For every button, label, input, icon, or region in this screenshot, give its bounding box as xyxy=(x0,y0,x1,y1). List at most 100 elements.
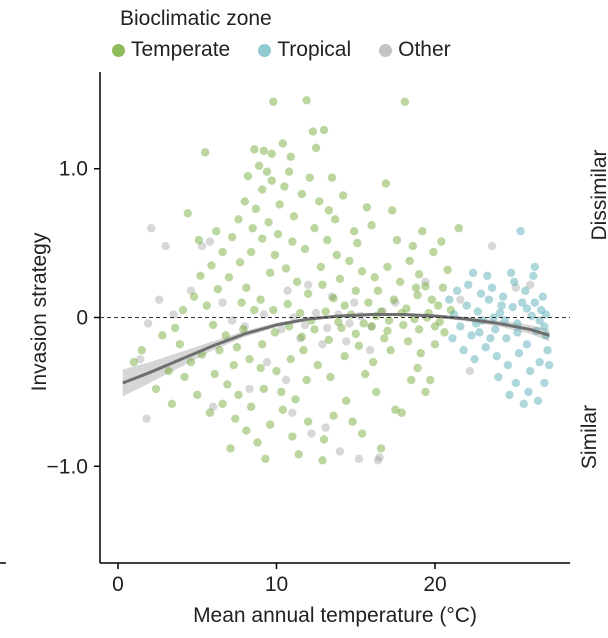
point-temperate xyxy=(372,387,381,397)
legend-dot-tropical xyxy=(258,43,272,57)
point-tropical xyxy=(533,396,543,406)
point-temperate xyxy=(437,237,446,246)
point-temperate xyxy=(405,256,414,266)
point-other xyxy=(375,453,384,462)
point-temperate xyxy=(364,298,373,307)
point-temperate xyxy=(368,357,378,367)
point-temperate xyxy=(308,127,318,136)
point-temperate xyxy=(330,215,340,224)
point-temperate xyxy=(254,161,264,170)
point-tropical xyxy=(448,334,457,343)
point-temperate xyxy=(357,429,367,438)
point-temperate xyxy=(351,329,360,339)
confidence-band-layer xyxy=(122,313,550,397)
point-temperate xyxy=(446,305,456,315)
point-tropical xyxy=(468,268,478,278)
point-tropical xyxy=(508,302,517,312)
point-temperate xyxy=(183,209,192,218)
point-temperate xyxy=(218,247,227,257)
point-temperate xyxy=(262,167,272,176)
point-temperate xyxy=(288,432,297,441)
point-temperate xyxy=(407,375,416,385)
point-tropical xyxy=(498,292,508,301)
legend-item-tropical: Tropical xyxy=(258,38,351,62)
point-temperate xyxy=(232,343,242,352)
point-temperate xyxy=(258,234,267,243)
point-temperate xyxy=(221,331,230,340)
x-tick-label: 10 xyxy=(265,573,288,596)
point-other xyxy=(365,346,375,355)
point-temperate xyxy=(243,171,253,181)
point-temperate xyxy=(340,301,349,310)
point-temperate xyxy=(213,285,223,294)
point-temperate xyxy=(410,314,419,324)
x-tick-label: 20 xyxy=(423,573,446,596)
point-other xyxy=(277,325,286,334)
y-tick-label: −1.0 xyxy=(47,455,88,478)
point-other xyxy=(245,384,254,394)
point-tropical xyxy=(513,328,522,337)
point-tropical xyxy=(517,298,527,307)
point-other xyxy=(421,277,430,286)
point-temperate xyxy=(215,346,224,355)
point-other xyxy=(135,354,145,364)
point-temperate xyxy=(284,167,294,176)
point-other xyxy=(487,241,497,251)
point-tropical xyxy=(459,346,468,355)
point-tropical xyxy=(540,322,549,331)
point-other xyxy=(311,308,321,318)
point-temperate xyxy=(248,224,257,233)
legend: Temperate Tropical Other xyxy=(112,38,479,62)
point-temperate xyxy=(164,366,173,376)
annotation-dissimilar: Dissimilar xyxy=(588,149,608,241)
point-temperate xyxy=(329,293,338,303)
point-temperate xyxy=(202,301,211,310)
point-temperate xyxy=(337,323,346,333)
point-temperate xyxy=(258,340,267,349)
y-tick-label: 0 xyxy=(76,307,88,330)
point-tropical xyxy=(494,372,503,382)
point-temperate xyxy=(319,125,329,135)
point-temperate xyxy=(193,390,202,400)
point-temperate xyxy=(316,262,326,272)
point-temperate xyxy=(310,224,319,233)
point-tropical xyxy=(445,295,454,304)
point-temperate xyxy=(180,372,189,382)
point-temperate xyxy=(296,308,305,318)
point-temperate xyxy=(291,395,300,404)
point-temperate xyxy=(361,369,370,379)
legend-item-temperate: Temperate xyxy=(112,38,230,62)
point-other xyxy=(391,298,400,307)
point-temperate xyxy=(367,221,376,230)
point-temperate xyxy=(392,235,402,245)
point-temperate xyxy=(250,305,259,315)
point-other xyxy=(300,320,310,330)
point-temperate xyxy=(311,143,321,153)
point-other xyxy=(240,322,249,331)
point-temperate xyxy=(231,414,240,423)
point-temperate xyxy=(324,335,334,345)
point-other xyxy=(318,340,327,349)
point-temperate xyxy=(281,264,291,273)
point-other xyxy=(456,295,465,304)
point-temperate xyxy=(242,283,251,292)
point-other xyxy=(169,310,178,319)
point-other xyxy=(296,334,305,343)
point-other xyxy=(525,280,535,289)
point-temperate xyxy=(345,256,354,266)
point-temperate xyxy=(367,322,376,331)
point-other xyxy=(323,323,332,333)
point-tropical xyxy=(535,316,544,325)
point-temperate xyxy=(327,173,337,182)
point-temperate xyxy=(178,305,188,315)
point-temperate xyxy=(323,235,332,245)
point-other xyxy=(262,357,272,367)
point-temperate xyxy=(275,200,284,209)
legend-item-other: Other xyxy=(379,38,451,62)
point-tropical xyxy=(503,360,513,370)
point-other xyxy=(227,316,237,325)
point-tropical xyxy=(519,399,528,408)
point-tropical xyxy=(511,378,521,388)
point-temperate xyxy=(342,396,351,406)
point-tropical xyxy=(502,334,511,343)
